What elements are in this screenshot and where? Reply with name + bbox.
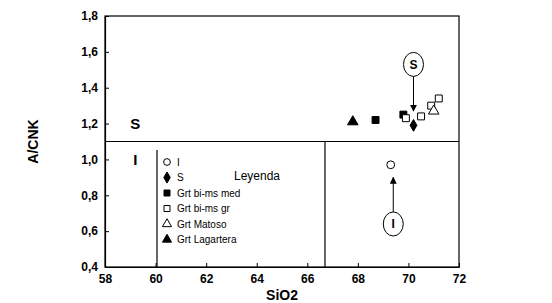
x-tick: 68 bbox=[352, 263, 366, 286]
reference-line bbox=[105, 141, 459, 142]
x-tick: 62 bbox=[200, 263, 214, 286]
annotation-arrow bbox=[393, 177, 394, 212]
y-tick-mark bbox=[105, 195, 109, 196]
legend: Leyenda IS Grt bi-ms med Grt bi-ms gr Grt Ma… bbox=[157, 150, 280, 267]
y-tick-mark bbox=[105, 16, 109, 17]
legend-symbol bbox=[164, 190, 170, 196]
legend-label: I bbox=[177, 157, 180, 168]
y-tick: 1,2 bbox=[81, 117, 109, 131]
legend-border bbox=[156, 150, 157, 267]
data-point bbox=[428, 105, 439, 114]
y-tick-mark bbox=[105, 159, 109, 160]
x-tick-label: 66 bbox=[301, 272, 315, 286]
x-tick: 60 bbox=[149, 263, 163, 286]
y-tick-label: 1,4 bbox=[81, 81, 98, 95]
data-point bbox=[348, 116, 359, 125]
y-tick-label: 1,6 bbox=[81, 45, 98, 59]
y-tick-label: 1,0 bbox=[81, 153, 98, 167]
x-tick-mark bbox=[358, 263, 359, 267]
legend-label: Grt Lagartera bbox=[177, 234, 237, 245]
legend-label: Grt bi-ms med bbox=[177, 188, 240, 199]
legend-symbol bbox=[164, 159, 171, 166]
data-point bbox=[435, 95, 442, 102]
x-axis-title: SiO2 bbox=[266, 287, 298, 303]
annotation-circle bbox=[403, 52, 423, 76]
x-axis: 58 60 62 64 66 68 70 72 bbox=[99, 263, 467, 286]
x-tick-mark bbox=[257, 263, 258, 267]
plot-frame bbox=[105, 16, 459, 267]
x-tick-label: 72 bbox=[453, 272, 467, 286]
x-tick-label: 64 bbox=[251, 272, 265, 286]
plot: 58 60 62 64 66 68 70 72 0,4 0,6 0,8 1,0 1,2 1,4 1,6 1,8… bbox=[81, 9, 466, 285]
x-tick-label: 68 bbox=[352, 272, 366, 286]
data-point bbox=[410, 119, 417, 131]
x-tick: 64 bbox=[251, 263, 265, 286]
data-point bbox=[402, 115, 409, 122]
legend-symbol bbox=[164, 206, 170, 212]
data-point bbox=[372, 117, 379, 124]
legend-symbol bbox=[164, 172, 170, 183]
y-tick: 0,6 bbox=[81, 224, 109, 238]
reference-line bbox=[324, 142, 325, 268]
x-tick-mark bbox=[307, 263, 308, 267]
legend-label: S bbox=[177, 172, 184, 183]
data-layer bbox=[105, 95, 459, 267]
x-tick-label: 70 bbox=[402, 272, 416, 286]
x-tick-mark bbox=[408, 263, 409, 267]
data-point bbox=[418, 113, 425, 120]
y-tick: 1,8 bbox=[81, 9, 109, 23]
y-tick-mark bbox=[105, 52, 109, 53]
x-tick-label: 58 bbox=[99, 272, 113, 286]
legend-title: Leyenda bbox=[234, 169, 280, 183]
x-tick: 72 bbox=[453, 263, 467, 286]
y-tick: 1,0 bbox=[81, 153, 109, 167]
annotation-circle bbox=[383, 212, 403, 236]
region-label: I bbox=[133, 151, 137, 168]
legend-label: Grt bi-ms gr bbox=[177, 203, 230, 214]
y-tick-label: 0,8 bbox=[81, 189, 98, 203]
annotation-label: I bbox=[392, 217, 395, 231]
region-label: S bbox=[130, 115, 140, 132]
x-tick-label: 60 bbox=[149, 272, 163, 286]
legend-symbol bbox=[162, 234, 171, 242]
y-tick: 0,4 bbox=[81, 260, 109, 274]
x-tick: 66 bbox=[301, 263, 315, 286]
y-tick-label: 1,2 bbox=[81, 117, 98, 131]
y-tick-label: 1,8 bbox=[81, 9, 98, 23]
y-tick: 0,8 bbox=[81, 189, 109, 203]
chart: 58 60 62 64 66 68 70 72 0,4 0,6 0,8 1,0 1,2 1,4 1,6 1,8… bbox=[0, 0, 552, 303]
y-tick: 1,4 bbox=[81, 81, 109, 95]
y-tick-label: 0,4 bbox=[81, 260, 98, 274]
x-tick-mark bbox=[459, 263, 460, 267]
x-tick-mark bbox=[206, 263, 207, 267]
y-tick-label: 0,6 bbox=[81, 224, 98, 238]
y-tick: 1,6 bbox=[81, 45, 109, 59]
y-tick-mark bbox=[105, 88, 109, 89]
x-axis-line bbox=[106, 267, 460, 268]
y-tick-mark bbox=[105, 231, 109, 232]
x-tick-label: 62 bbox=[200, 272, 214, 286]
x-tick: 70 bbox=[402, 263, 416, 286]
y-tick-mark bbox=[105, 124, 109, 125]
y-axis: 0,4 0,6 0,8 1,0 1,2 1,4 1,6 1,8 bbox=[81, 9, 109, 274]
y-tick-mark bbox=[105, 267, 109, 268]
legend-label: Grt Matoso bbox=[177, 219, 227, 230]
legend-symbol bbox=[162, 219, 171, 227]
data-point bbox=[387, 161, 395, 169]
annotation-label: S bbox=[409, 58, 417, 72]
y-axis-title: A/CNK bbox=[25, 119, 41, 163]
annotation-arrow bbox=[413, 76, 414, 111]
